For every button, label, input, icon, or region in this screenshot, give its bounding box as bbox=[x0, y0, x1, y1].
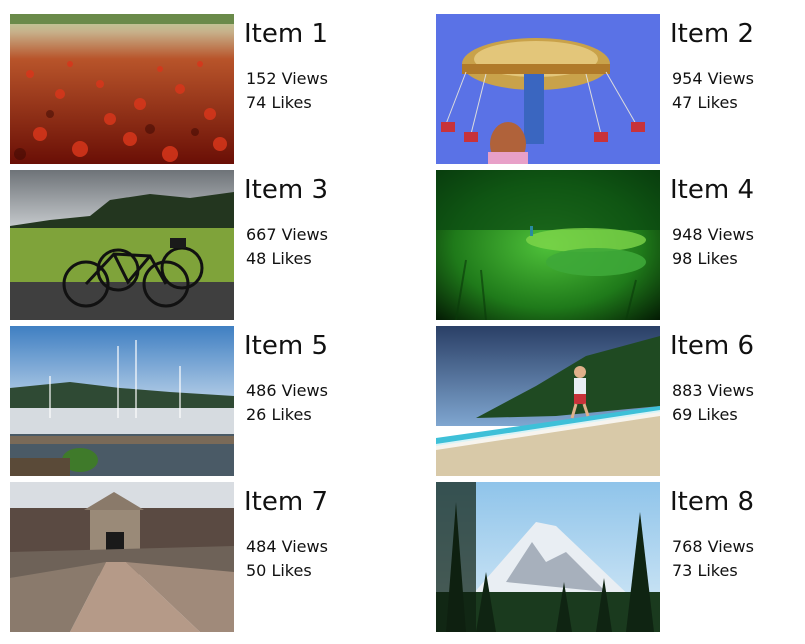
item-likes: 26 Likes bbox=[246, 405, 312, 424]
item-title: Item 7 bbox=[244, 487, 328, 517]
green-pond-photo bbox=[436, 170, 660, 320]
marina-boats-photo bbox=[10, 326, 234, 476]
item-grid: Item 1 152 Views 74 Likes bbox=[10, 14, 800, 634]
item-views: 667 Views bbox=[246, 225, 328, 244]
bicycles-field-photo bbox=[10, 170, 234, 320]
stone-fort-gate-photo bbox=[10, 482, 234, 632]
item-title: Item 8 bbox=[670, 487, 754, 517]
item-title: Item 3 bbox=[244, 175, 328, 205]
grid-item-2[interactable]: Item 2 954 Views 47 Likes bbox=[436, 14, 805, 164]
grid-item-3[interactable]: Item 3 667 Views 48 Likes bbox=[10, 170, 410, 320]
grid-item-7[interactable]: Item 7 484 Views 50 Likes bbox=[10, 482, 410, 632]
grid-item-1[interactable]: Item 1 152 Views 74 Likes bbox=[10, 14, 410, 164]
item-likes: 48 Likes bbox=[246, 249, 312, 268]
item-likes: 73 Likes bbox=[672, 561, 738, 580]
item-title: Item 4 bbox=[670, 175, 754, 205]
red-leaves-path-photo bbox=[10, 14, 234, 164]
item-likes: 50 Likes bbox=[246, 561, 312, 580]
grid-item-5[interactable]: Item 5 486 Views 26 Likes bbox=[10, 326, 410, 476]
item-views: 768 Views bbox=[672, 537, 754, 556]
item-title: Item 2 bbox=[670, 19, 754, 49]
item-likes: 74 Likes bbox=[246, 93, 312, 112]
item-views: 883 Views bbox=[672, 381, 754, 400]
item-views: 152 Views bbox=[246, 69, 328, 88]
item-views: 954 Views bbox=[672, 69, 754, 88]
item-title: Item 5 bbox=[244, 331, 328, 361]
grid-item-4[interactable]: Item 4 948 Views 98 Likes bbox=[436, 170, 805, 320]
swing-carousel-photo bbox=[436, 14, 660, 164]
item-likes: 98 Likes bbox=[672, 249, 738, 268]
grid-item-6[interactable]: Item 6 883 Views 69 Likes bbox=[436, 326, 805, 476]
snowy-mountain-photo bbox=[436, 482, 660, 632]
item-views: 948 Views bbox=[672, 225, 754, 244]
item-likes: 69 Likes bbox=[672, 405, 738, 424]
item-views: 484 Views bbox=[246, 537, 328, 556]
grid-item-8[interactable]: Item 8 768 Views 73 Likes bbox=[436, 482, 805, 632]
item-likes: 47 Likes bbox=[672, 93, 738, 112]
beach-child-photo bbox=[436, 326, 660, 476]
item-title: Item 1 bbox=[244, 19, 328, 49]
item-views: 486 Views bbox=[246, 381, 328, 400]
item-title: Item 6 bbox=[670, 331, 754, 361]
